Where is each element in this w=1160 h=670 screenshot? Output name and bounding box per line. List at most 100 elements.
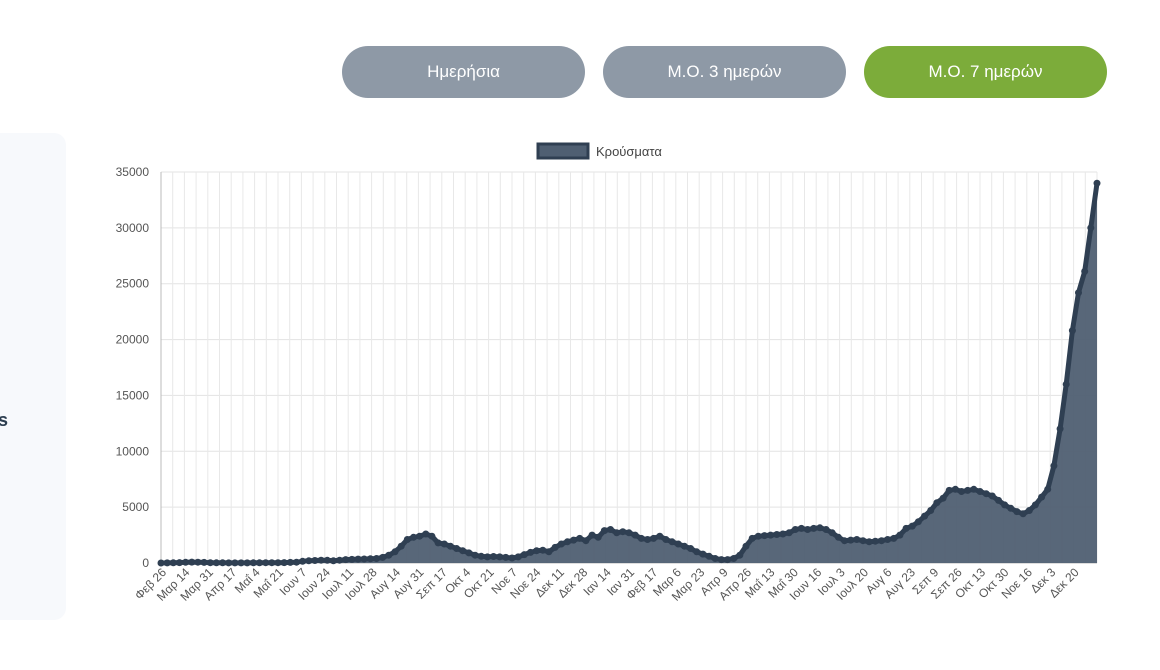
data-point bbox=[964, 486, 972, 494]
data-point bbox=[914, 518, 922, 526]
data-point bbox=[656, 532, 664, 540]
data-point bbox=[323, 556, 331, 564]
data-point bbox=[668, 538, 676, 546]
data-point bbox=[225, 559, 233, 567]
data-point bbox=[551, 543, 559, 551]
data-point bbox=[982, 490, 990, 498]
data-point bbox=[878, 537, 885, 545]
data-point bbox=[206, 559, 214, 567]
data-point bbox=[804, 526, 812, 533]
data-point bbox=[293, 558, 300, 566]
y-tick-label: 10000 bbox=[116, 444, 150, 458]
data-point bbox=[169, 559, 177, 567]
data-point bbox=[1050, 462, 1058, 470]
data-point bbox=[570, 536, 578, 544]
data-point bbox=[933, 499, 941, 507]
data-point bbox=[662, 536, 670, 543]
data-point bbox=[988, 492, 996, 500]
left-side-panel bbox=[0, 133, 66, 620]
moving-average-7-days-button[interactable]: Μ.Ο. 7 ημερών bbox=[864, 46, 1107, 98]
data-point bbox=[896, 531, 904, 539]
data-point bbox=[354, 555, 362, 563]
data-point bbox=[841, 537, 848, 545]
data-point bbox=[440, 540, 448, 548]
data-point bbox=[557, 540, 565, 548]
data-point bbox=[810, 524, 818, 532]
data-point bbox=[465, 549, 473, 557]
data-point bbox=[188, 558, 196, 566]
legend-label: Κρούσματα bbox=[596, 144, 662, 159]
data-point bbox=[582, 537, 590, 545]
data-point bbox=[902, 524, 910, 532]
data-point bbox=[249, 559, 257, 567]
data-point bbox=[613, 529, 621, 537]
data-point bbox=[1056, 425, 1064, 433]
data-point bbox=[600, 527, 608, 535]
data-point bbox=[1019, 510, 1027, 518]
data-point bbox=[865, 538, 873, 546]
data-point bbox=[446, 542, 454, 550]
data-point bbox=[163, 559, 171, 567]
data-point bbox=[785, 529, 793, 537]
data-point bbox=[711, 555, 719, 562]
data-point bbox=[274, 559, 282, 567]
data-point bbox=[1093, 179, 1101, 187]
data-point bbox=[871, 537, 879, 545]
data-point bbox=[816, 524, 824, 532]
data-point bbox=[416, 532, 424, 540]
data-point bbox=[859, 537, 867, 545]
data-point bbox=[545, 548, 553, 556]
data-point bbox=[761, 532, 768, 540]
data-point bbox=[373, 555, 380, 562]
data-point bbox=[397, 542, 405, 550]
data-point bbox=[680, 542, 688, 550]
data-point bbox=[329, 557, 337, 565]
data-point bbox=[410, 533, 417, 541]
data-point bbox=[1075, 289, 1082, 297]
data-point bbox=[576, 534, 584, 542]
data-point bbox=[317, 556, 325, 564]
y-tick-label: 20000 bbox=[116, 333, 150, 347]
data-point bbox=[607, 526, 614, 533]
data-point bbox=[360, 555, 368, 563]
moving-average-3-days-button[interactable]: Μ.Ο. 3 ημερών bbox=[603, 46, 846, 98]
data-point bbox=[693, 548, 701, 556]
data-point bbox=[176, 559, 183, 567]
data-point bbox=[631, 531, 639, 539]
data-point bbox=[754, 532, 762, 540]
data-point bbox=[563, 538, 571, 546]
data-point bbox=[477, 552, 485, 560]
data-point bbox=[527, 548, 534, 556]
data-point bbox=[699, 550, 707, 558]
data-point bbox=[637, 534, 645, 542]
daily-button[interactable]: Ημερήσια bbox=[342, 46, 585, 98]
data-point bbox=[1044, 485, 1052, 493]
data-point bbox=[311, 557, 319, 564]
y-tick-label: 0 bbox=[142, 556, 149, 570]
data-point bbox=[471, 551, 479, 559]
data-point bbox=[644, 536, 651, 543]
data-point bbox=[502, 553, 510, 561]
legend-swatch bbox=[536, 142, 590, 160]
data-point bbox=[674, 540, 682, 548]
data-point bbox=[231, 559, 239, 567]
data-point bbox=[157, 559, 165, 567]
data-point bbox=[748, 534, 756, 542]
data-point bbox=[625, 529, 633, 537]
data-point bbox=[594, 533, 602, 541]
data-point bbox=[1068, 327, 1076, 335]
data-point bbox=[286, 558, 294, 566]
data-point bbox=[305, 557, 313, 565]
data-point bbox=[736, 551, 744, 559]
data-point bbox=[1001, 501, 1009, 509]
data-point bbox=[483, 553, 491, 561]
data-point bbox=[619, 528, 627, 536]
y-tick-label: 5000 bbox=[122, 500, 149, 514]
y-tick-label: 15000 bbox=[116, 388, 150, 402]
data-point bbox=[539, 546, 547, 554]
data-point bbox=[182, 558, 190, 566]
data-point bbox=[268, 559, 276, 567]
data-point bbox=[1081, 267, 1089, 275]
data-point bbox=[724, 556, 731, 564]
data-point bbox=[1087, 224, 1095, 232]
